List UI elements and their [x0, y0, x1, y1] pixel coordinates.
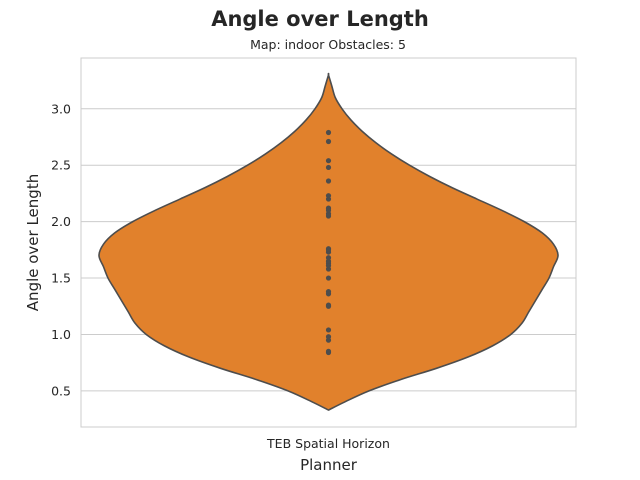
data-point — [325, 302, 332, 308]
data-point — [325, 246, 332, 252]
y-axis-ticks: 0.5 1.0 1.5 2.0 2.5 3.0 — [51, 101, 71, 398]
data-point — [325, 158, 332, 164]
data-point — [325, 193, 332, 199]
data-point — [325, 275, 332, 281]
y-tick-label: 1.0 — [51, 327, 71, 342]
chart-subtitle: Map: indoor Obstacles: 5 — [250, 37, 406, 52]
data-point — [325, 164, 332, 171]
data-point — [325, 288, 332, 295]
data-point — [325, 205, 332, 211]
data-point — [325, 348, 332, 354]
x-tick-label: TEB Spatial Horizon — [266, 436, 390, 451]
data-point — [325, 178, 332, 184]
y-tick-label: 1.5 — [51, 271, 71, 286]
y-axis-label: Angle over Length — [24, 174, 42, 311]
violin-body — [98, 72, 559, 411]
data-point — [325, 129, 332, 136]
chart-title: Angle over Length — [211, 7, 429, 31]
data-point — [325, 255, 332, 261]
data-point — [325, 334, 332, 340]
x-axis-label: Planner — [300, 456, 358, 474]
data-point — [325, 327, 332, 333]
y-tick-label: 2.5 — [51, 158, 71, 173]
y-tick-label: 2.0 — [51, 214, 71, 229]
violin-layer — [98, 72, 559, 411]
data-point — [325, 138, 332, 145]
data-points — [325, 129, 332, 356]
plot-frame — [80, 57, 577, 428]
y-tick-label: 3.0 — [51, 101, 71, 116]
y-tick-label: 0.5 — [51, 383, 71, 398]
